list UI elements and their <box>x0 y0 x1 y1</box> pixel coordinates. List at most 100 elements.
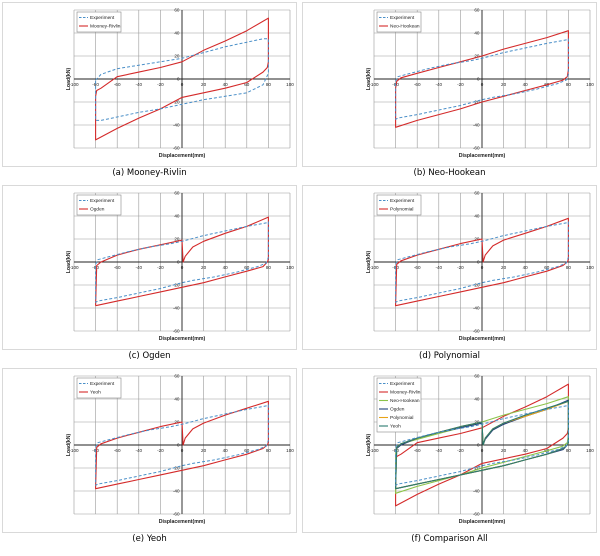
chart-frame <box>302 185 597 350</box>
x-tick-label: 80 <box>566 265 572 270</box>
y-tick-label: 20 <box>174 420 180 425</box>
series-line-experiment <box>395 404 569 486</box>
x-tick-label: -100 <box>69 82 79 87</box>
x-tick-label: 80 <box>266 448 272 453</box>
x-tick-label: -40 <box>435 82 442 87</box>
legend-label-ogden: Ogden <box>90 207 105 213</box>
caption-polynomial: (d) Polynomial <box>419 351 480 361</box>
y-tick-label: -60 <box>473 146 480 151</box>
x-tick-label: -20 <box>457 265 464 270</box>
x-tick-label: 0 <box>481 265 484 270</box>
y-axis-title: Load(kN) <box>366 250 372 273</box>
legend-label-experiment: Experiment <box>390 198 415 204</box>
y-axis-title: Load(kN) <box>366 67 372 90</box>
y-tick-label: -60 <box>173 329 180 334</box>
y-tick-label: 60 <box>474 374 480 379</box>
legend-label-mooney-rivlin: Mooney-Rivlin <box>390 390 421 396</box>
x-tick-label: 20 <box>201 265 207 270</box>
y-axis-title: Load(kN) <box>66 67 72 90</box>
x-tick-label: -100 <box>369 448 379 453</box>
y-tick-label: -40 <box>473 123 480 128</box>
series-line-experiment <box>95 38 269 121</box>
chart-polynomial: -100 -80 -60 -40 -20 0 20 40 60 80 100-60-40-20020… <box>302 185 597 350</box>
legend-label-experiment: Experiment <box>390 381 415 387</box>
y-tick-label: 20 <box>474 420 480 425</box>
y-tick-label: -40 <box>173 123 180 128</box>
x-tick-label: -60 <box>414 82 421 87</box>
x-tick-label: 60 <box>244 448 250 453</box>
legend-label-experiment: Experiment <box>390 15 415 21</box>
x-tick-label: -40 <box>435 265 442 270</box>
x-axis-title: Displacement(mm) <box>459 336 506 342</box>
y-tick-label: -60 <box>473 512 480 517</box>
chart-frame <box>2 368 297 533</box>
y-tick-label: 20 <box>474 54 480 59</box>
y-tick-label: -20 <box>473 466 480 471</box>
y-tick-label: -40 <box>173 306 180 311</box>
x-tick-label: 60 <box>244 265 250 270</box>
y-tick-label: 0 <box>477 77 480 82</box>
y-tick-label: 40 <box>474 397 480 402</box>
y-tick-label: 0 <box>477 443 480 448</box>
x-tick-label: -20 <box>157 265 164 270</box>
y-tick-label: -20 <box>473 100 480 105</box>
panel-mooney-rivlin: -100 -80 -60 -40 -20 0 20 40 60 80 100 -60 -40 -20 0 20… <box>2 2 297 187</box>
y-tick-label: -40 <box>473 306 480 311</box>
x-tick-label: 40 <box>523 448 529 453</box>
x-tick-label: -20 <box>157 448 164 453</box>
x-tick-label: 80 <box>566 448 572 453</box>
y-tick-label: 60 <box>174 191 180 196</box>
y-tick-label: 0 <box>477 260 480 265</box>
x-tick-label: -80 <box>92 82 99 87</box>
x-tick-label: 100 <box>586 82 594 87</box>
x-tick-label: 20 <box>501 448 507 453</box>
x-tick-label: 100 <box>286 82 294 87</box>
y-tick-label: -20 <box>173 466 180 471</box>
y-tick-label: -60 <box>473 329 480 334</box>
panel-neo-hookean: -100 -80 -60 -40 -20 0 20 40 60 80 100 -60 -40 -20 0 20… <box>302 2 597 187</box>
x-tick-label: -20 <box>457 82 464 87</box>
legend-label-polynomial: Polynomial <box>390 207 413 213</box>
x-tick-label: -60 <box>114 448 121 453</box>
x-tick-label: -100 <box>369 265 379 270</box>
x-tick-label: -20 <box>457 448 464 453</box>
legend-label-neo-hookean: Neo-Hookean <box>390 398 420 404</box>
x-tick-label: 40 <box>523 265 529 270</box>
x-tick-label: 100 <box>586 448 594 453</box>
y-tick-label: -20 <box>173 100 180 105</box>
panel-comparison-all: -100 -80 -60 -40 -20 0 20 40 60 80 100 -60 -40 -20 0 20… <box>302 368 597 553</box>
x-tick-label: 40 <box>223 448 229 453</box>
x-tick-label: 40 <box>223 82 229 87</box>
legend-label-polynomial: Polynomial <box>390 415 413 421</box>
x-tick-label: 100 <box>286 265 294 270</box>
x-tick-label: 0 <box>481 448 484 453</box>
x-tick-label: 100 <box>286 448 294 453</box>
y-tick-label: 20 <box>174 237 180 242</box>
caption-yeoh: (e) Yeoh <box>132 534 167 544</box>
x-axis-title: Displacement(mm) <box>159 519 206 525</box>
y-tick-label: 0 <box>177 260 180 265</box>
legend-label-experiment: Experiment <box>90 381 115 387</box>
legend-label-neo-hookean: Neo-Hookean <box>390 24 420 30</box>
y-tick-label: -40 <box>173 489 180 494</box>
series-line-experiment <box>95 221 269 303</box>
x-tick-label: 20 <box>201 448 207 453</box>
y-tick-label: -60 <box>173 146 180 151</box>
x-axis-title: Displacement(mm) <box>159 336 206 342</box>
chart-comparison-all: -100 -80 -60 -40 -20 0 20 40 60 80 100-60-40-20020… <box>302 368 597 533</box>
caption-neo-hookean: (b) Neo-Hookean <box>413 168 486 178</box>
series-line-experiment <box>95 404 269 486</box>
caption-ogden: (c) Ogden <box>128 351 171 361</box>
x-tick-label: 0 <box>481 82 484 87</box>
series-line-experiment <box>395 221 569 303</box>
x-tick-label: 80 <box>566 82 572 87</box>
x-tick-label: 40 <box>223 265 229 270</box>
x-tick-label: -100 <box>69 448 79 453</box>
y-tick-label: 60 <box>474 191 480 196</box>
y-tick-label: -40 <box>473 489 480 494</box>
chart-yeoh: -100 -80 -60 -40 -20 0 20 40 60 80 100-60-40-20020… <box>2 368 297 533</box>
x-tick-label: 0 <box>181 82 184 87</box>
x-tick-label: 20 <box>201 82 207 87</box>
y-tick-label: 0 <box>177 443 180 448</box>
x-tick-label: -60 <box>114 82 121 87</box>
